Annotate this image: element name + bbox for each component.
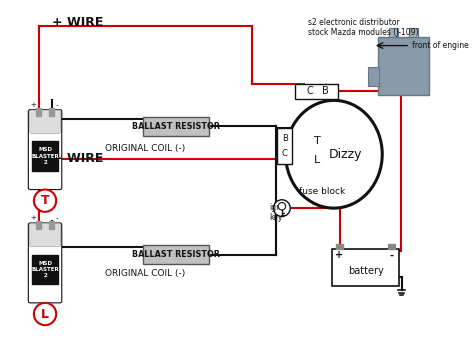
FancyBboxPatch shape [30, 110, 60, 133]
Text: + WIRE: + WIRE [53, 16, 104, 29]
Text: B: B [322, 86, 329, 96]
Text: battery: battery [347, 266, 383, 276]
Text: +: + [336, 251, 344, 261]
Text: T: T [41, 194, 49, 207]
Bar [378, 37, 428, 95]
Text: MSD
BLASTER
2: MSD BLASTER 2 [31, 147, 59, 165]
Text: ORIGINAL COIL (-): ORIGINAL COIL (-) [105, 269, 185, 278]
Text: BALLAST RESISTOR: BALLAST RESISTOR [132, 250, 220, 259]
Bar [32, 141, 58, 171]
Ellipse shape [286, 100, 382, 208]
Bar [295, 84, 337, 99]
Text: front of engine: front of engine [412, 41, 469, 50]
Bar [277, 128, 292, 164]
Text: C: C [307, 86, 313, 96]
Bar [49, 108, 54, 116]
Text: T: T [314, 136, 320, 146]
Circle shape [278, 203, 286, 210]
Text: ORIGINAL COIL (-): ORIGINAL COIL (-) [105, 144, 185, 153]
Circle shape [34, 303, 56, 325]
Text: L: L [314, 155, 320, 165]
FancyBboxPatch shape [28, 223, 62, 303]
Bar [336, 244, 343, 249]
Bar [49, 221, 54, 229]
FancyBboxPatch shape [28, 110, 62, 190]
Bar [36, 221, 41, 229]
Text: + WIRE: + WIRE [53, 152, 104, 165]
Circle shape [273, 200, 290, 217]
Text: B: B [282, 134, 288, 143]
Text: C: C [282, 149, 288, 158]
Text: s2 electronic distributor
stock Mazda modules (J-109): s2 electronic distributor stock Mazda mo… [308, 18, 419, 37]
Bar [143, 117, 210, 136]
Text: MSD
BLASTER
2: MSD BLASTER 2 [31, 261, 59, 278]
Text: L: L [41, 308, 49, 321]
Bar [332, 249, 399, 286]
Text: +: + [30, 102, 36, 108]
FancyBboxPatch shape [30, 223, 60, 247]
Bar [143, 245, 210, 264]
Circle shape [34, 190, 56, 212]
Bar [388, 244, 395, 249]
Text: Dizzy: Dizzy [328, 148, 362, 161]
Text: fuse block: fuse block [299, 187, 345, 196]
Text: -: - [56, 215, 58, 221]
Text: BALLAST RESISTOR: BALLAST RESISTOR [132, 122, 220, 131]
Bar [36, 108, 41, 116]
Bar [368, 67, 380, 86]
Text: +: + [30, 215, 36, 221]
Bar [32, 255, 58, 284]
Bar [389, 28, 398, 37]
Text: -: - [390, 251, 393, 261]
Text: ign
key: ign key [269, 203, 283, 222]
Bar [409, 28, 419, 37]
Text: -: - [56, 102, 58, 108]
